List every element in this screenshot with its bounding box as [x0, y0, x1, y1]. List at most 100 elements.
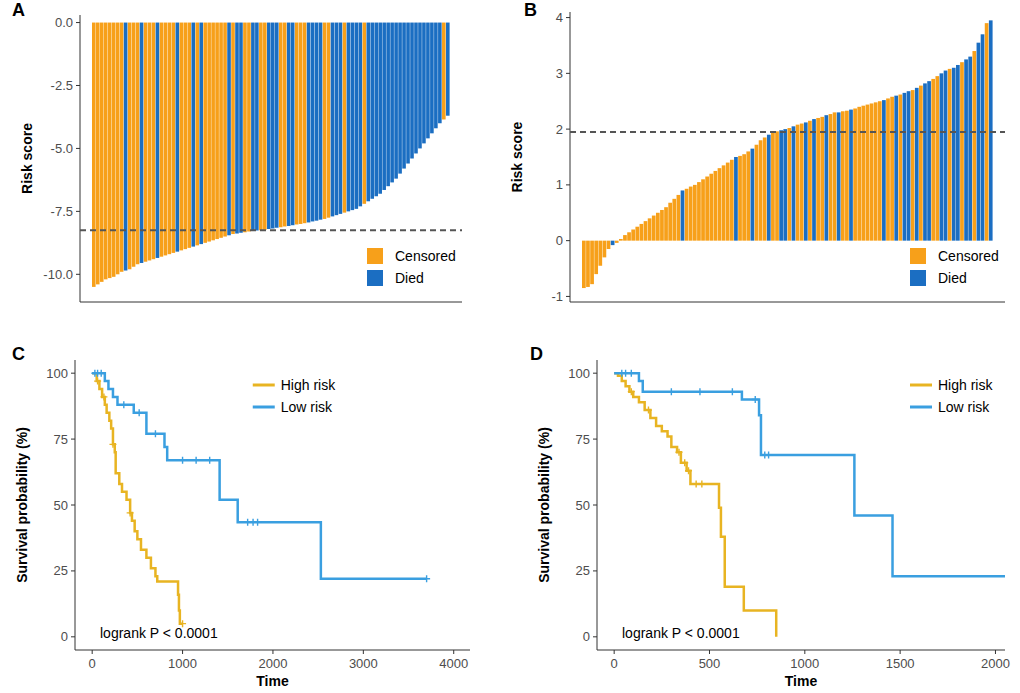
bar	[203, 23, 207, 243]
bar	[845, 111, 849, 241]
bar	[964, 59, 968, 240]
bar	[771, 132, 775, 240]
bar	[722, 165, 726, 240]
bar	[907, 91, 911, 240]
cutoff-line	[570, 131, 1005, 133]
bar	[191, 23, 195, 247]
legend-swatch	[910, 248, 926, 264]
bar	[239, 23, 243, 233]
bar	[927, 81, 931, 241]
bar	[652, 216, 656, 241]
y-tick	[71, 505, 75, 506]
bar	[607, 241, 611, 249]
bar	[347, 23, 351, 212]
y-tick-label: 4	[556, 10, 563, 25]
legend-swatch	[367, 270, 383, 286]
x-tick	[614, 650, 615, 654]
bar	[104, 23, 108, 280]
bar	[168, 23, 172, 255]
bar	[355, 23, 359, 209]
censor-mark	[675, 449, 682, 456]
bar	[319, 23, 323, 220]
y-tick	[593, 439, 597, 440]
bar	[829, 114, 833, 241]
bar	[894, 96, 898, 241]
censor-mark	[100, 393, 107, 400]
bar	[874, 102, 878, 240]
bar	[434, 23, 438, 129]
y-tick	[593, 373, 597, 374]
y-tick-label: 0	[556, 233, 563, 248]
y-tick	[566, 129, 570, 130]
bar	[742, 154, 746, 240]
y-axis-line	[75, 360, 76, 650]
bar	[767, 135, 771, 241]
y-tick-label: -5.0	[51, 141, 73, 156]
bar	[124, 23, 128, 271]
censor-mark	[628, 370, 635, 377]
bar	[414, 23, 418, 154]
bar	[668, 203, 672, 241]
y-tick	[566, 240, 570, 241]
legend-swatch	[253, 406, 275, 409]
y-tick	[566, 296, 570, 297]
y-tick	[76, 22, 80, 23]
bar	[259, 23, 263, 231]
y-tick-label: 0	[61, 629, 68, 644]
bar	[623, 235, 627, 241]
y-axis-title: Survival probability (%)	[14, 427, 30, 583]
bar	[878, 101, 882, 240]
y-tick-label: 50	[54, 498, 68, 513]
bar	[627, 232, 631, 240]
bar	[96, 23, 100, 285]
x-tick	[92, 650, 93, 654]
bar	[615, 241, 619, 243]
bar	[418, 23, 422, 149]
bar	[176, 23, 180, 252]
y-tick	[566, 184, 570, 185]
censor-mark	[729, 388, 736, 395]
bar	[734, 157, 738, 241]
bar	[219, 23, 223, 238]
bar	[303, 23, 307, 224]
bar	[644, 221, 648, 241]
censor-mark	[752, 396, 759, 403]
bar	[422, 23, 426, 144]
bar	[271, 23, 275, 229]
bar	[390, 23, 394, 183]
legend: High riskLow risk	[910, 377, 993, 415]
bar	[140, 23, 144, 263]
bar	[243, 23, 247, 233]
panel: A-10.0-7.5-5.0-2.50.0Risk scoreCensoredD…	[12, 0, 462, 302]
bar	[590, 241, 594, 285]
legend-label: Died	[938, 270, 967, 286]
censor-mark	[681, 459, 688, 466]
x-tick-label: 1500	[886, 656, 915, 671]
bar	[796, 125, 800, 241]
bar	[746, 151, 750, 240]
x-tick-label: 0	[611, 656, 618, 671]
x-tick-label: 2000	[258, 656, 287, 671]
bar	[402, 23, 406, 169]
x-tick	[995, 650, 996, 654]
bar	[952, 68, 956, 241]
bar	[603, 241, 607, 258]
bar	[861, 106, 865, 241]
bar	[915, 88, 919, 241]
bar	[187, 23, 191, 248]
bar	[972, 51, 976, 241]
y-tick	[593, 505, 597, 506]
bar	[705, 177, 709, 241]
bar	[824, 115, 828, 240]
legend-swatch	[910, 384, 932, 387]
legend-label: Censored	[938, 248, 999, 264]
legend-label: Low risk	[281, 399, 333, 415]
bar	[751, 149, 755, 241]
y-axis-title: Survival probability (%)	[536, 427, 552, 583]
bar	[291, 23, 295, 226]
bar	[370, 23, 374, 199]
bar	[283, 23, 287, 227]
bar	[635, 227, 639, 241]
bar	[763, 137, 767, 240]
censor-mark	[120, 401, 127, 408]
